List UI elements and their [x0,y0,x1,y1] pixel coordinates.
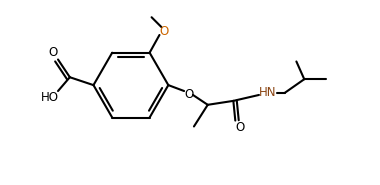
Text: O: O [49,46,58,59]
Text: O: O [160,25,169,38]
Text: O: O [184,88,194,101]
Text: HN: HN [259,87,277,100]
Text: HO: HO [41,91,59,104]
Text: O: O [236,121,245,134]
